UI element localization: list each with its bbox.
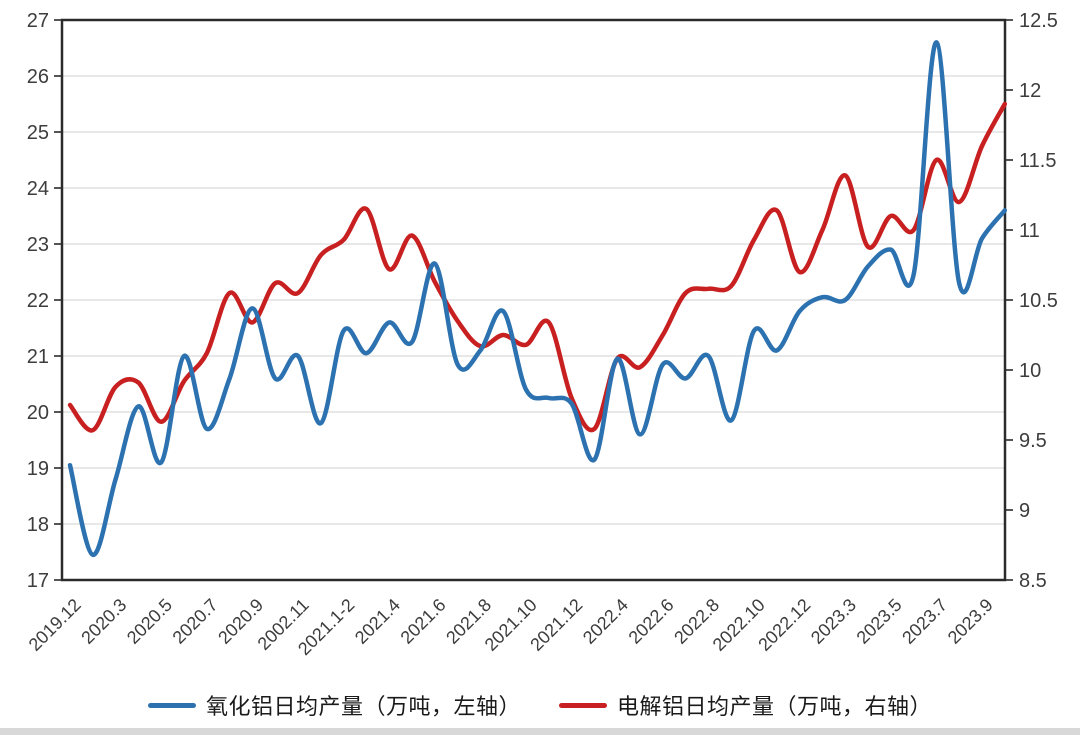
x-axis-label: 2021.6 [397,595,450,648]
right-axis-tick-label: 10 [1019,360,1041,382]
x-axis-label: 2020.3 [77,595,130,648]
left-axis-tick-label: 17 [27,570,49,592]
x-axis-label: 2022.6 [625,595,678,648]
legend-item-alumina: 氧化铝日均产量（万吨，左轴） [147,689,521,721]
left-axis-tick-label: 18 [27,514,49,536]
left-axis-tick-label: 20 [27,402,49,424]
x-axis-label: 2020.5 [123,595,176,648]
bottom-edge-strip [0,728,1080,735]
x-axis-label: 2023.7 [898,595,951,648]
alumina-series-label: 氧化铝日均产量（万吨，左轴） [205,694,521,719]
left-axis-tick-label: 27 [27,10,49,32]
x-axis-label: 2023.9 [944,595,997,648]
right-axis-tick-label: 9.5 [1019,430,1047,452]
right-axis-tick-label: 11 [1019,220,1040,242]
x-axis-label: 2020.7 [169,595,222,648]
electrolytic-aluminum-series-swatch [559,702,607,708]
right-axis-tick-label: 8.5 [1019,570,1047,592]
alumina-series-swatch [147,702,196,708]
left-axis-tick-label: 19 [27,458,49,480]
right-axis-tick-label: 9 [1019,500,1030,522]
left-axis-tick-label: 24 [27,178,49,200]
right-axis-tick-label: 11.5 [1019,150,1056,172]
right-axis-tick-label: 10.5 [1019,290,1058,312]
left-axis-tick-label: 22 [27,290,49,312]
left-axis-tick-label: 25 [27,122,49,144]
chart-legend: 氧化铝日均产量（万吨，左轴） 电解铝日均产量（万吨，右轴） [0,688,1080,722]
alumina-line [67,40,1008,558]
left-axis-tick-label: 26 [27,66,49,88]
left-axis-tick-label: 21 [27,346,49,368]
electrolytic-aluminum-line [67,101,1008,433]
x-axis-label: 2023.3 [807,595,860,648]
x-axis-label: 2019.12 [25,595,85,655]
x-axis-label: 2022.4 [579,595,632,648]
left-axis-tick-label: 23 [27,234,49,256]
chart-canvas: 27 26 25 24 23 22 21 20 19 18 17 12.5 12 11.5 11 10.5 10… [25,10,1058,659]
right-axis-tick-label: 12.5 [1019,10,1058,32]
legend-item-electrolytic-aluminum: 电解铝日均产量（万吨，右轴） [559,689,932,721]
right-axis-tick-label: 12 [1019,80,1041,102]
x-axis-label: 2021.4 [351,595,404,648]
x-axis-label: 2023.5 [853,595,906,648]
electrolytic-aluminum-series-label: 电解铝日均产量（万吨，右轴） [617,694,933,719]
